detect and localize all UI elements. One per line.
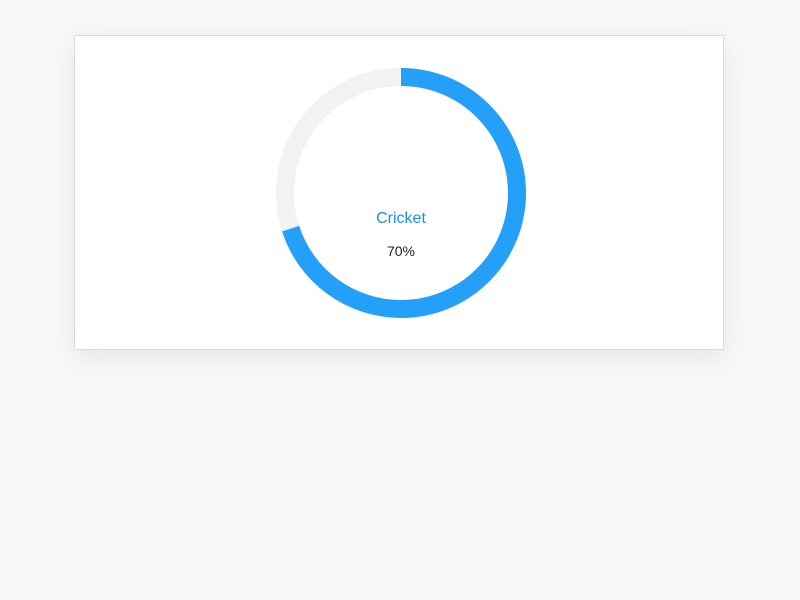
progress-percent: 70% xyxy=(386,243,416,259)
progress-card: Cricket 70% xyxy=(74,35,724,350)
progress-ring: Cricket 70% xyxy=(275,67,527,319)
progress-ring-svg xyxy=(276,68,526,318)
progress-label: Cricket xyxy=(376,210,426,227)
progress-arc xyxy=(276,68,526,318)
